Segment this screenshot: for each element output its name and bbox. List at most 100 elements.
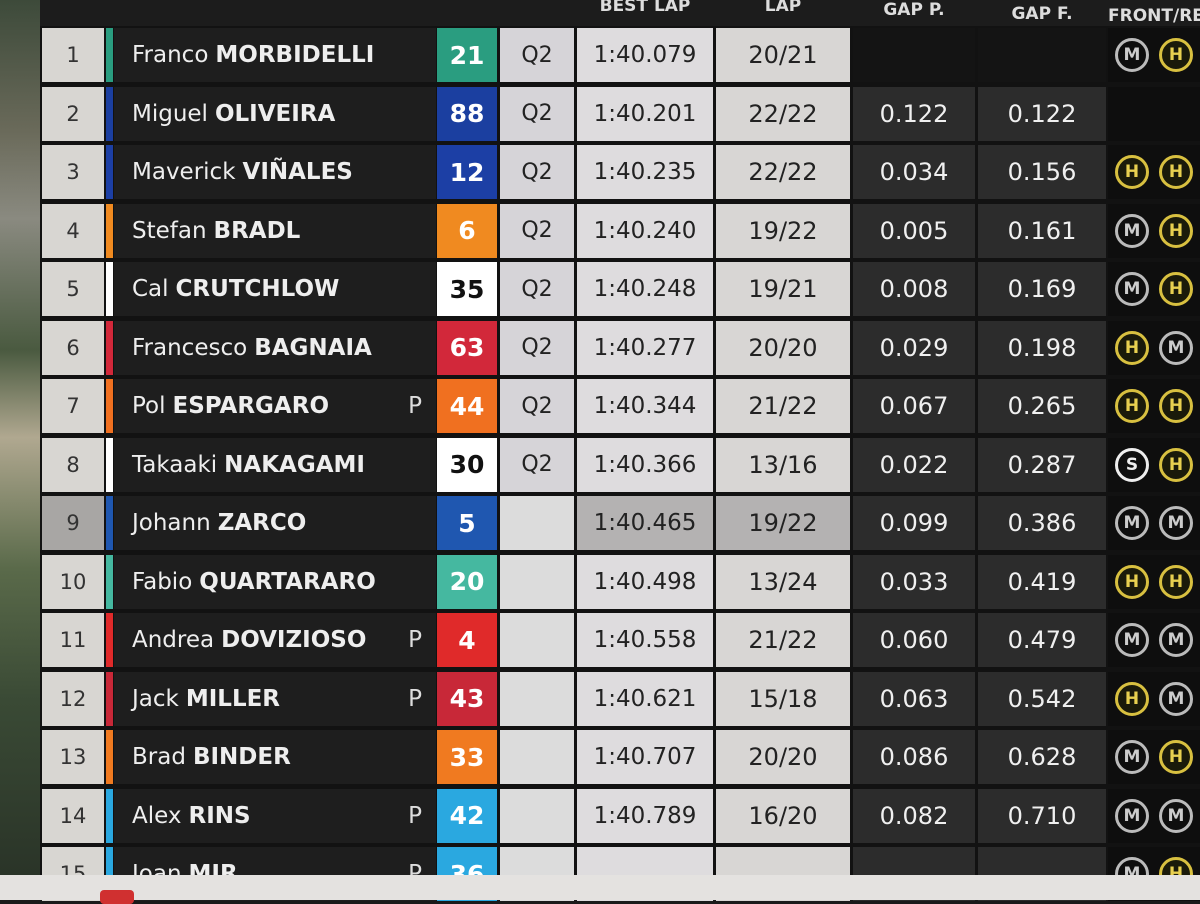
best-lap: 1:40.621	[577, 671, 713, 726]
rider-name: Francesco BAGNAIA	[114, 320, 436, 375]
header-tyres: FRONT/REAR	[1108, 6, 1200, 26]
lap-count: 21/22	[716, 379, 850, 433]
best-lap: 1:40.240	[577, 203, 713, 258]
team-color-stripe	[106, 320, 113, 375]
table-row[interactable]: 12 Jack MILLER P 43 1:40.621 15/18 0.063 0…	[40, 671, 1200, 728]
best-lap: 1:40.277	[577, 320, 713, 375]
session: Q2	[500, 262, 574, 316]
table-row[interactable]: 3 Maverick VIÑALES 12 Q2 1:40.235 22/22 0…	[40, 145, 1200, 201]
rider-name: Franco MORBIDELLI	[114, 28, 436, 82]
header-gap-f: GAP F.	[1011, 4, 1073, 24]
rider-number: 42	[437, 788, 497, 843]
tire-m-icon: M	[1159, 798, 1193, 833]
gap-first: 0.479	[978, 613, 1106, 667]
tire-m-icon: M	[1115, 38, 1149, 72]
gap-previous: 0.033	[853, 554, 975, 609]
rider-last-name: MILLER	[185, 685, 281, 712]
best-lap: 1:40.707	[577, 730, 713, 784]
lap-count: 16/20	[716, 788, 850, 843]
gap-previous: 0.060	[853, 613, 975, 667]
tire-m-icon: M	[1159, 681, 1193, 716]
tire-h-icon: H	[1115, 389, 1149, 423]
gap-first: 0.169	[978, 262, 1106, 316]
table-row[interactable]: 4 Stefan BRADL 6 Q2 1:40.240 19/22 0.005 …	[40, 203, 1200, 260]
tire-s-icon: S	[1115, 447, 1149, 482]
position: 4	[42, 203, 104, 258]
gap-previous: 0.022	[853, 437, 975, 492]
session: Q2	[500, 28, 574, 82]
team-color-stripe	[106, 28, 113, 82]
rider-last-name: BINDER	[192, 744, 291, 770]
position: 8	[42, 437, 104, 492]
table-row[interactable]: 14 Alex RINS P 42 1:40.789 16/20 0.082 0.7…	[40, 788, 1200, 845]
rider-name: Maverick VIÑALES	[114, 145, 436, 199]
tire-h-icon: H	[1159, 272, 1193, 306]
lap-count: 21/22	[716, 613, 850, 667]
table-row[interactable]: 11 Andrea DOVIZIOSO P 4 1:40.558 21/22 0.0…	[40, 613, 1200, 669]
tire-m-icon: M	[1159, 330, 1193, 365]
table-row[interactable]: 7 Pol ESPARGARO P 44 Q2 1:40.344 21/22 0.0…	[40, 379, 1200, 435]
tire-h-icon: H	[1115, 155, 1149, 189]
gap-first: 0.287	[978, 437, 1106, 492]
position: 7	[42, 379, 104, 433]
position: 3	[42, 145, 104, 199]
position: 11	[42, 613, 104, 667]
rider-first-name: Fabio	[132, 568, 193, 595]
position: 1	[42, 28, 104, 82]
rider-number: 44	[437, 379, 497, 433]
best-lap: 1:40.344	[577, 379, 713, 433]
rider-number: 4	[437, 613, 497, 667]
rider-name: Pol ESPARGARO P	[114, 379, 436, 433]
pit-flag: P	[408, 393, 422, 419]
gap-previous: 0.067	[853, 379, 975, 433]
table-row[interactable]: 9 Johann ZARCO 5 1:40.465 19/22 0.099 0.3…	[40, 496, 1200, 552]
best-lap: 1:40.366	[577, 437, 713, 492]
table-row[interactable]: 1 Franco MORBIDELLI 21 Q2 1:40.079 20/21 …	[40, 28, 1200, 84]
position: 14	[42, 788, 104, 843]
session: Q2	[500, 145, 574, 199]
tire-h-icon: H	[1115, 564, 1149, 599]
table-row[interactable]: 5 Cal CRUTCHLOW 35 Q2 1:40.248 19/21 0.00…	[40, 262, 1200, 318]
tire-m-icon: M	[1115, 623, 1149, 657]
table-row[interactable]: 2 Miguel OLIVEIRA 88 Q2 1:40.201 22/22 0.…	[40, 86, 1200, 143]
gap-first: 0.265	[978, 379, 1106, 433]
tire-h-icon: H	[1159, 38, 1193, 72]
header-best-lap: BEST LAP	[599, 0, 691, 16]
team-color-stripe	[106, 379, 113, 433]
team-color-stripe	[106, 262, 113, 316]
table-row[interactable]: 8 Takaaki NAKAGAMI 30 Q2 1:40.366 13/16 0…	[40, 437, 1200, 494]
rider-last-name: RINS	[188, 802, 251, 829]
gap-previous: 0.122	[853, 86, 975, 141]
rider-first-name: Cal	[132, 276, 169, 302]
rider-first-name: Franco	[132, 42, 209, 68]
rider-name: Cal CRUTCHLOW	[114, 262, 436, 316]
rider-name: Stefan BRADL	[114, 203, 436, 258]
gap-first: 0.122	[978, 86, 1106, 141]
table-row[interactable]: 13 Brad BINDER 33 1:40.707 20/20 0.086 0.…	[40, 730, 1200, 786]
tire-m-icon: M	[1115, 740, 1149, 774]
rider-number: 20	[437, 554, 497, 609]
best-lap: 1:40.248	[577, 262, 713, 316]
best-lap: 1:40.789	[577, 788, 713, 843]
header-lap: LAP	[764, 0, 802, 16]
team-color-stripe	[106, 554, 113, 609]
position: 5	[42, 262, 104, 316]
lap-count: 19/21	[716, 262, 850, 316]
rider-first-name: Brad	[132, 744, 186, 770]
table-row[interactable]: 10 Fabio QUARTARARO 20 1:40.498 13/24 0.0…	[40, 554, 1200, 611]
position: 6	[42, 320, 104, 375]
header-gap-p: GAP P.	[883, 0, 945, 20]
session	[500, 788, 574, 843]
gap-previous: 0.082	[853, 788, 975, 843]
table-row[interactable]: 6 Francesco BAGNAIA 63 Q2 1:40.277 20/20 …	[40, 320, 1200, 377]
rider-number: 30	[437, 437, 497, 492]
notification-icon[interactable]	[100, 890, 134, 904]
lap-count: 19/22	[716, 203, 850, 258]
